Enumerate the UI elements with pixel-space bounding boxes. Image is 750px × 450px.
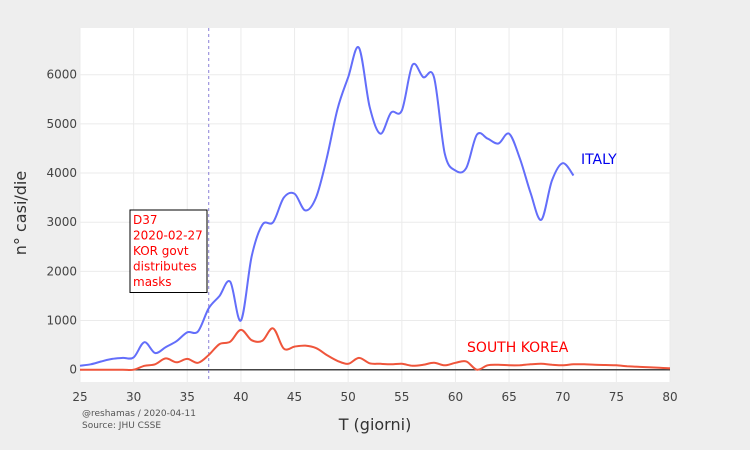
- annotation-line: D37: [133, 213, 158, 227]
- x-tick-label: 30: [126, 390, 141, 404]
- series-line-italy: [79, 46, 575, 367]
- x-tick-label: 40: [233, 390, 248, 404]
- x-tick-label: 25: [72, 390, 87, 404]
- y-tick-label: 2000: [46, 264, 77, 278]
- y-tick-label: 0: [69, 363, 77, 377]
- x-tick-label: 50: [341, 390, 356, 404]
- x-tick-label: 65: [501, 390, 516, 404]
- series-label-italy: ITALY: [581, 152, 617, 168]
- y-tick-label: 6000: [46, 68, 77, 82]
- annotation-line: KOR govt: [133, 244, 189, 258]
- x-tick-label: 70: [555, 390, 570, 404]
- x-tick-label: 35: [180, 390, 195, 404]
- x-tick-label: 45: [287, 390, 302, 404]
- y-tick-label: 5000: [46, 117, 77, 131]
- x-tick-label: 55: [394, 390, 409, 404]
- y-tick-label: 4000: [46, 166, 77, 180]
- y-axis-title: n° casi/die: [11, 171, 30, 255]
- annotation-line: 2020-02-27: [133, 229, 203, 243]
- footnote-source: Source: JHU CSSE: [82, 421, 161, 431]
- x-axis-title: T (giorni): [338, 415, 412, 434]
- y-tick-label: 1000: [46, 314, 77, 328]
- annotation-line: masks: [133, 275, 172, 289]
- series-label-south-korea: SOUTH KOREA: [467, 340, 569, 356]
- x-tick-label: 75: [609, 390, 624, 404]
- footnote-author: @reshamas / 2020-04-11: [82, 409, 196, 419]
- tick-labels: 25 30 35 40 45 50 55 60 65 70 75 80 0 1000 2000 3000 400…: [46, 68, 677, 404]
- x-tick-label: 80: [662, 390, 677, 404]
- series-line-south-korea: [80, 327, 671, 372]
- annotation-frame: [129, 209, 208, 293]
- plot-background: [80, 28, 670, 382]
- x-tick-label: 60: [448, 390, 463, 404]
- annotation-line: distributes: [133, 260, 197, 274]
- y-tick-label: 3000: [46, 215, 77, 229]
